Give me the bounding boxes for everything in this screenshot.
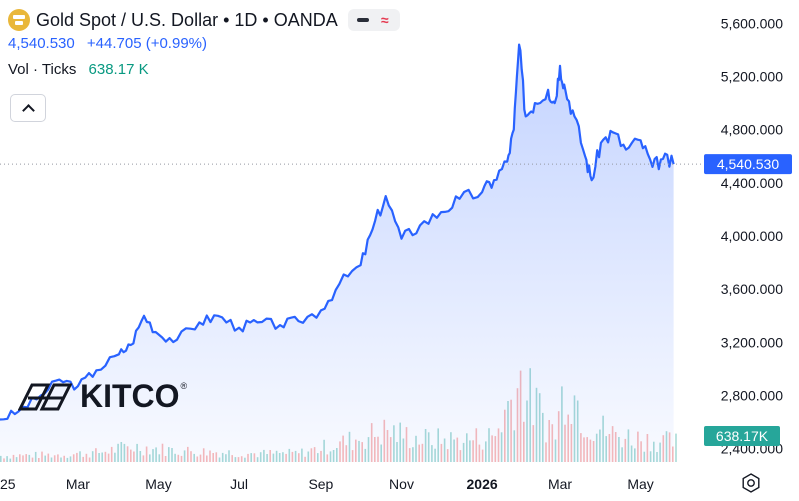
collapse-legend-button[interactable] (10, 94, 46, 122)
kitco-logo: KITCO ® (18, 380, 187, 412)
x-tick-label: 2025 (0, 476, 16, 492)
y-tick-label: 4,400.000 (721, 175, 783, 191)
volume-legend-label[interactable]: Vol · Ticks (8, 61, 77, 78)
symbol-title[interactable]: Gold Spot / U.S. Dollar • 1D • OANDA (36, 9, 338, 30)
x-tick-label: Nov (389, 476, 414, 492)
gold-bars-icon (8, 9, 30, 31)
x-tick-label: Mar (548, 476, 572, 492)
y-tick-label: 3,600.000 (721, 281, 783, 297)
price-line (0, 43, 675, 421)
x-tick-label: Mar (66, 476, 90, 492)
volume-bar (675, 433, 677, 462)
y-tick-label: 4,800.000 (721, 122, 783, 138)
gear-icon[interactable] (741, 473, 761, 493)
x-tick-label: 2026 (467, 476, 498, 492)
time-axis[interactable]: 2025 Mar May Jul Sep Nov 2026 Mar May (0, 476, 654, 492)
x-tick-label: Sep (308, 476, 333, 492)
y-tick-label: 2,800.000 (721, 388, 783, 404)
legend-header: Gold Spot / U.S. Dollar • 1D • OANDA ≈ 4… (8, 8, 400, 81)
kitco-logo-mark (18, 383, 73, 411)
y-tick-label: 4,000.000 (721, 228, 783, 244)
current-price: 4,540.530 (8, 35, 75, 52)
last-price-tag: 4,540.530 (704, 154, 792, 175)
x-tick-label: May (145, 476, 171, 492)
last-price-label: 4,540.530 (717, 156, 779, 172)
logo-text: KITCO (80, 378, 180, 414)
wave-icon[interactable]: ≈ (380, 12, 389, 28)
logo-registered-mark: ® (180, 381, 188, 391)
y-tick-label: 5,600.000 (721, 15, 783, 31)
volume-tag-label: 638.17K (716, 428, 769, 444)
price-axis[interactable]: 5,600.000 5,200.000 4,800.000 4,400.000 4,00… (721, 15, 783, 456)
x-tick-label: May (627, 476, 653, 492)
minus-icon[interactable] (356, 18, 369, 22)
legend-actions: ≈ (347, 9, 400, 31)
volume-legend-value: 638.17 K (88, 61, 149, 78)
chevron-up-icon (21, 103, 35, 117)
price-area (0, 44, 674, 462)
y-tick-label: 3,200.000 (721, 334, 783, 350)
price-change: +44.705 (+0.99%) (86, 35, 207, 52)
y-tick-label: 5,200.000 (721, 69, 783, 85)
volume-tag: 638.17K (704, 426, 780, 446)
x-tick-label: Jul (230, 476, 248, 492)
